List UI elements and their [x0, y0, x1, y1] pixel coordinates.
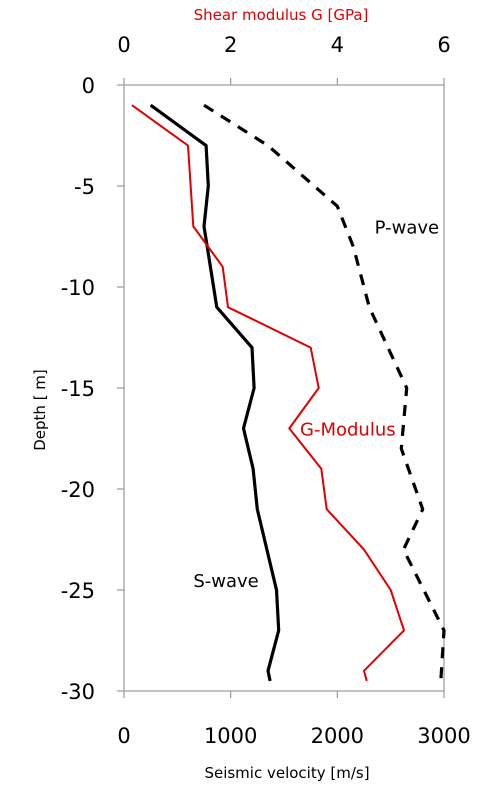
x-tick-label: 1000	[204, 724, 257, 748]
left-axis-title: Depth [ m]	[31, 369, 49, 451]
y-tick-label: -5	[74, 175, 95, 199]
plot-area	[123, 84, 445, 692]
series-line-g-modulus	[131, 104, 405, 682]
x2-tick-label: 2	[224, 33, 237, 57]
series-annotation: P-wave	[375, 217, 439, 238]
x-tick-label: 3000	[417, 724, 470, 748]
top-axis-title: Shear modulus G [GPa]	[194, 6, 369, 24]
y-tick-label: -25	[61, 579, 95, 603]
y-tick-label: -15	[61, 377, 95, 401]
series-annotation: G-Modulus	[300, 419, 396, 440]
bottom-axis-title: Seismic velocity [m/s]	[204, 764, 369, 782]
series-annotation: S-wave	[193, 571, 258, 592]
x2-tick-label: 4	[331, 33, 344, 57]
x-tick-label: 0	[117, 724, 130, 748]
series-layer	[131, 103, 446, 682]
y-tick-label: 0	[82, 74, 95, 98]
annotation-layer: P-wave G-Modulus S-wave	[193, 217, 439, 592]
x2-tick-label: 6	[437, 33, 450, 57]
x-tick-label: 2000	[311, 724, 364, 748]
series-line-s-wave	[149, 103, 281, 682]
y-tick-label: -30	[61, 680, 95, 704]
series-line-p-wave	[203, 103, 446, 682]
x2-tick-label: 0	[117, 33, 130, 57]
y-tick-label: -10	[61, 276, 95, 300]
y-tick-label: -20	[61, 478, 95, 502]
axis-ticks: 0 1000 2000 3000 0 2 4 6 0 -5 -10 -15 -20 -25 -30	[61, 33, 471, 748]
